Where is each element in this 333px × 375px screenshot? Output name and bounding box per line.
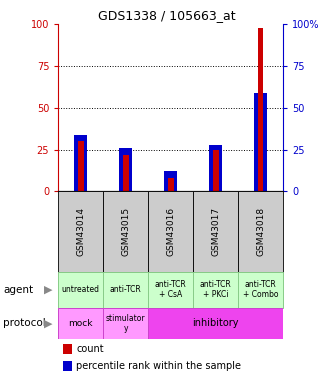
- Bar: [238, 272, 283, 308]
- Bar: [78, 141, 84, 191]
- Bar: [103, 191, 148, 272]
- Text: anti-TCR: anti-TCR: [110, 285, 142, 294]
- Bar: [148, 191, 193, 272]
- Text: ▶: ▶: [44, 318, 53, 328]
- Bar: [148, 272, 193, 308]
- Bar: [258, 28, 263, 191]
- Text: untreated: untreated: [62, 285, 100, 294]
- Bar: [119, 148, 133, 191]
- Bar: [254, 93, 267, 191]
- Bar: [213, 150, 218, 191]
- Text: stimulator
y: stimulator y: [106, 314, 146, 333]
- Text: GDS1338 / 105663_at: GDS1338 / 105663_at: [98, 9, 235, 22]
- Bar: [103, 272, 148, 308]
- Text: ▶: ▶: [44, 285, 53, 295]
- Text: GSM43018: GSM43018: [256, 207, 265, 256]
- Text: anti-TCR
+ CsA: anti-TCR + CsA: [155, 280, 186, 299]
- Text: count: count: [76, 344, 104, 354]
- Bar: [164, 171, 177, 191]
- Text: protocol: protocol: [3, 318, 46, 328]
- Text: GSM43014: GSM43014: [76, 207, 85, 256]
- Bar: [103, 308, 148, 339]
- Text: inhibitory: inhibitory: [192, 318, 239, 328]
- Text: agent: agent: [3, 285, 33, 295]
- Text: mock: mock: [69, 319, 93, 328]
- Bar: [168, 178, 173, 191]
- Bar: [148, 308, 283, 339]
- Bar: [74, 135, 88, 191]
- Bar: [238, 191, 283, 272]
- Text: GSM43017: GSM43017: [211, 207, 220, 256]
- Bar: [209, 144, 222, 191]
- Bar: [58, 191, 103, 272]
- Bar: [58, 272, 103, 308]
- Bar: [63, 344, 72, 354]
- Text: GSM43016: GSM43016: [166, 207, 175, 256]
- Bar: [193, 191, 238, 272]
- Bar: [123, 154, 129, 191]
- Bar: [63, 362, 72, 371]
- Text: anti-TCR
+ PKCi: anti-TCR + PKCi: [200, 280, 231, 299]
- Text: GSM43015: GSM43015: [121, 207, 130, 256]
- Bar: [193, 272, 238, 308]
- Text: percentile rank within the sample: percentile rank within the sample: [76, 362, 241, 372]
- Bar: [58, 308, 103, 339]
- Text: anti-TCR
+ Combo: anti-TCR + Combo: [243, 280, 278, 299]
